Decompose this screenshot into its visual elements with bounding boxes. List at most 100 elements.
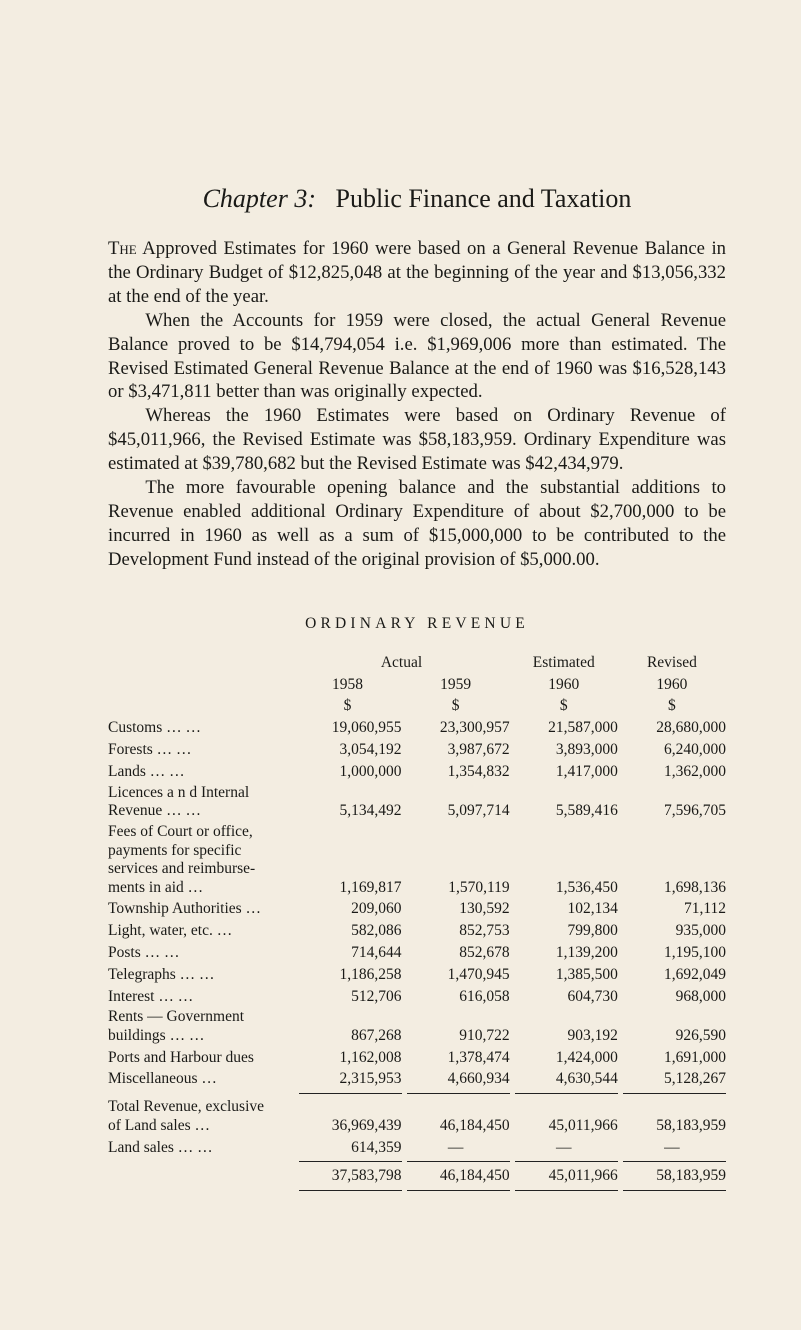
row-rents: Rents — Government buildings … … 867,268… xyxy=(108,1007,726,1046)
table-header-row-2: 1958 1959 1960 1960 xyxy=(108,674,726,696)
cell-value: 1,385,500 xyxy=(510,964,618,986)
cell-value: 1,162,008 xyxy=(293,1047,401,1069)
row-customs: Customs … … 19,060,955 23,300,957 21,587… xyxy=(108,717,726,739)
cell-label: Land sales … … xyxy=(108,1137,293,1159)
cell-value: 19,060,955 xyxy=(293,717,401,739)
row-grand-total: 37,583,798 46,184,450 45,011,966 58,183,… xyxy=(108,1165,726,1187)
cell-label: Forests … … xyxy=(108,739,293,761)
cell-value: 102,134 xyxy=(510,898,618,920)
cell-value: 1,691,000 xyxy=(618,1047,726,1069)
cell-value: 910,722 xyxy=(402,1007,510,1046)
cell-label: Telegraphs … … xyxy=(108,964,293,986)
cell-value: 968,000 xyxy=(618,986,726,1008)
rule-line-1 xyxy=(108,1090,726,1097)
row-lands: Lands … … 1,000,000 1,354,832 1,417,000 … xyxy=(108,761,726,783)
row-landsales: Land sales … … 614,359 — — — xyxy=(108,1137,726,1159)
cell-value: 614,359 xyxy=(293,1137,401,1159)
hdr-dollar-1: $ xyxy=(293,695,401,717)
cell-value: 3,893,000 xyxy=(510,739,618,761)
table-title: ORDINARY REVENUE xyxy=(108,614,726,634)
para-4: The more favourable opening balance and … xyxy=(108,476,726,572)
cell-value: 616,058 xyxy=(402,986,510,1008)
cell-value: 926,590 xyxy=(618,1007,726,1046)
row-ports: Ports and Harbour dues 1,162,008 1,378,4… xyxy=(108,1047,726,1069)
cell-value: 867,268 xyxy=(293,1007,401,1046)
cell-value: 1,354,832 xyxy=(402,761,510,783)
cell-value: 45,011,966 xyxy=(510,1165,618,1187)
hdr-1960-rev: 1960 xyxy=(618,674,726,696)
cell-value: 21,587,000 xyxy=(510,717,618,739)
cell-value: 36,969,439 xyxy=(293,1097,401,1136)
cell-value: — xyxy=(618,1137,726,1159)
cell-value: 714,644 xyxy=(293,942,401,964)
cell-label: Interest … … xyxy=(108,986,293,1008)
cell-value: 209,060 xyxy=(293,898,401,920)
cell-label: Licences a n d Internal Revenue … … xyxy=(108,783,293,822)
para-1: The Approved Estimates for 1960 were bas… xyxy=(108,237,726,309)
cell-label: Rents — Government buildings … … xyxy=(108,1007,293,1046)
row-misc: Miscellaneous … 2,315,953 4,660,934 4,63… xyxy=(108,1068,726,1090)
hdr-actual: Actual xyxy=(293,652,509,674)
cell-value: 1,378,474 xyxy=(402,1047,510,1069)
cell-value: 4,660,934 xyxy=(402,1068,510,1090)
cell-value: 58,183,959 xyxy=(618,1097,726,1136)
cell-value: 45,011,966 xyxy=(510,1097,618,1136)
cell-value: — xyxy=(402,1137,510,1159)
cell-value: 46,184,450 xyxy=(402,1097,510,1136)
hdr-estimated: Estimated xyxy=(510,652,618,674)
cell-value: 903,192 xyxy=(510,1007,618,1046)
cell-label: Customs … … xyxy=(108,717,293,739)
cell-value: 46,184,450 xyxy=(402,1165,510,1187)
cell-value: 1,417,000 xyxy=(510,761,618,783)
cell-value: 935,000 xyxy=(618,920,726,942)
cell-value: 2,315,953 xyxy=(293,1068,401,1090)
para-1-rest: Approved Estimates for 1960 were based o… xyxy=(108,238,726,307)
cell-value: 23,300,957 xyxy=(402,717,510,739)
cell-label: Lands … … xyxy=(108,761,293,783)
cell-value: 130,592 xyxy=(402,898,510,920)
cell-label: Total Revenue, exclusive of Land sales … xyxy=(108,1097,293,1136)
row-licences: Licences a n d Internal Revenue … … 5,13… xyxy=(108,783,726,822)
cell-value: 4,630,544 xyxy=(510,1068,618,1090)
cell-value: 5,097,714 xyxy=(402,783,510,822)
para-2: When the Accounts for 1959 were closed, … xyxy=(108,309,726,405)
cell-value: 5,589,416 xyxy=(510,783,618,822)
rule-line-2 xyxy=(108,1158,726,1165)
cell-label xyxy=(108,1165,293,1187)
chapter-heading: Public Finance and Taxation xyxy=(335,184,631,213)
row-light: Light, water, etc. … 582,086 852,753 799… xyxy=(108,920,726,942)
cell-label: Posts … … xyxy=(108,942,293,964)
para-1-lead: The xyxy=(108,238,137,259)
para-3: Whereas the 1960 Estimates were based on… xyxy=(108,404,726,476)
cell-value: 37,583,798 xyxy=(293,1165,401,1187)
cell-value: 3,987,672 xyxy=(402,739,510,761)
row-posts: Posts … … 714,644 852,678 1,139,200 1,19… xyxy=(108,942,726,964)
cell-value: — xyxy=(510,1137,618,1159)
hdr-revised: Revised xyxy=(618,652,726,674)
revenue-table: Actual Estimated Revised 1958 1959 1960 … xyxy=(108,652,726,1194)
cell-value: 1,570,119 xyxy=(402,822,510,898)
cell-value: 1,470,945 xyxy=(402,964,510,986)
hdr-1960-est: 1960 xyxy=(510,674,618,696)
cell-value: 1,692,049 xyxy=(618,964,726,986)
row-township: Township Authorities … 209,060 130,592 1… xyxy=(108,898,726,920)
cell-value: 28,680,000 xyxy=(618,717,726,739)
hdr-dollar-2: $ xyxy=(402,695,510,717)
cell-value: 1,000,000 xyxy=(293,761,401,783)
cell-label: Township Authorities … xyxy=(108,898,293,920)
row-fees: Fees of Court or office, payments for sp… xyxy=(108,822,726,898)
cell-value: 7,596,705 xyxy=(618,783,726,822)
hdr-dollar-4: $ xyxy=(618,695,726,717)
cell-value: 58,183,959 xyxy=(618,1165,726,1187)
table-header-row-3: $ $ $ $ xyxy=(108,695,726,717)
cell-value: 3,054,192 xyxy=(293,739,401,761)
row-telegraphs: Telegraphs … … 1,186,258 1,470,945 1,385… xyxy=(108,964,726,986)
cell-value: 1,169,817 xyxy=(293,822,401,898)
rule-line-3 xyxy=(108,1187,726,1194)
cell-value: 1,698,136 xyxy=(618,822,726,898)
hdr-1958: 1958 xyxy=(293,674,401,696)
cell-value: 852,753 xyxy=(402,920,510,942)
chapter-title: Chapter 3: Public Finance and Taxation xyxy=(108,182,726,215)
cell-value: 1,186,258 xyxy=(293,964,401,986)
cell-value: 1,139,200 xyxy=(510,942,618,964)
